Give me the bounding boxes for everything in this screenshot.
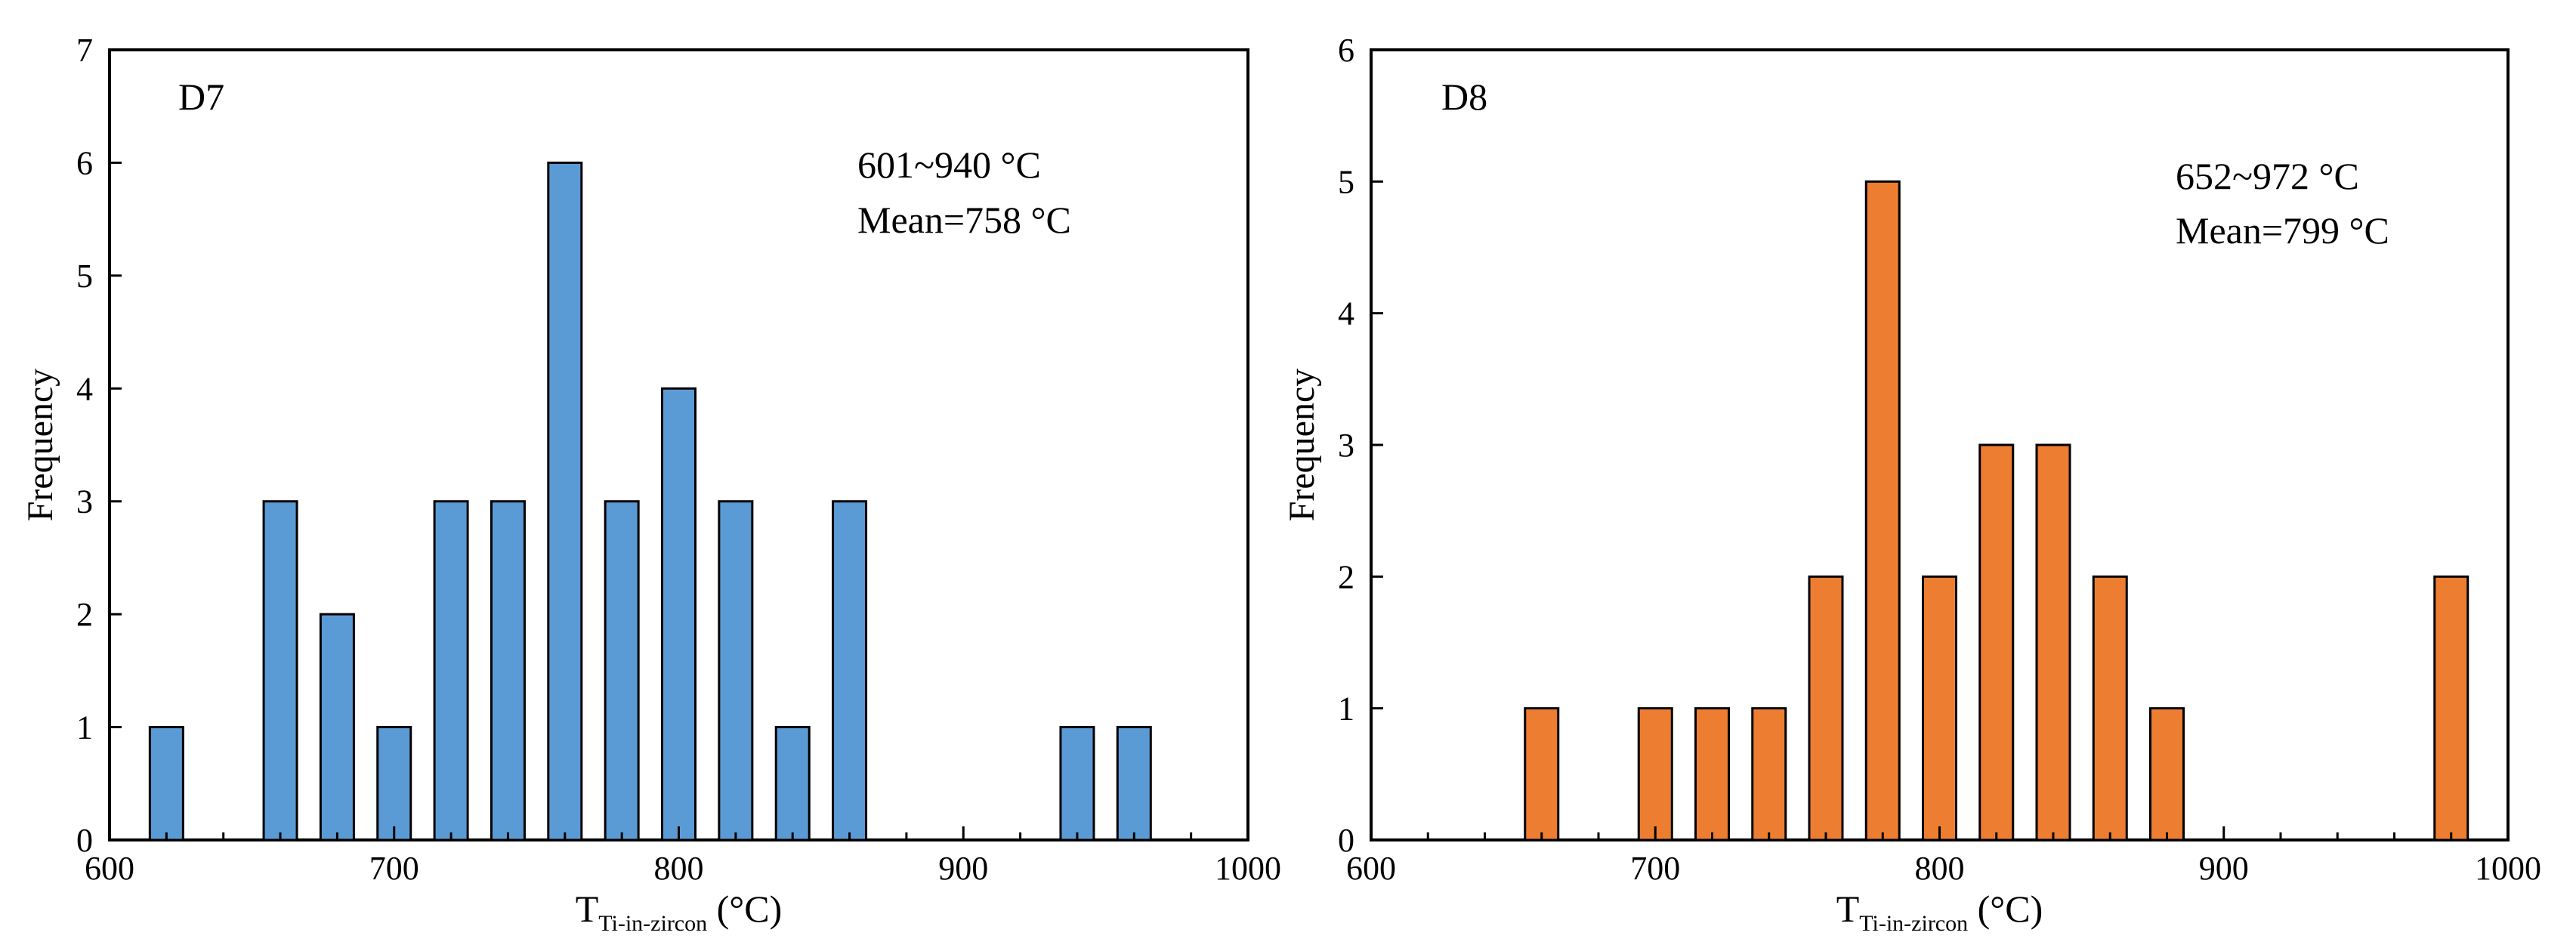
histogram-bar (604, 500, 640, 841)
x-tick-label: 900 (938, 850, 988, 887)
histogram-bar (1637, 707, 1673, 841)
y-tick-label: 4 (76, 370, 93, 407)
y-tick-label: 5 (76, 258, 93, 295)
y-tick-label: 7 (76, 32, 93, 69)
x-axis-label: TTi-in-zircon (°C) (576, 888, 783, 936)
y-tick-label: 4 (1338, 295, 1354, 332)
x-tick-label: 600 (1346, 850, 1396, 887)
y-axis-label: Frequency (20, 369, 60, 522)
histogram-bar (1751, 707, 1787, 841)
x-tick-label: 600 (85, 850, 134, 887)
histogram-bar (1059, 726, 1095, 841)
x-tick-label: 1000 (2475, 850, 2541, 887)
y-tick-label: 2 (76, 596, 93, 633)
y-tick-label: 3 (1338, 427, 1354, 464)
x-tick-label: 700 (1630, 850, 1680, 887)
histogram-bar (774, 726, 811, 841)
histogram-bar (2149, 707, 2185, 841)
annotation-mean: Mean=758 °C (857, 199, 1071, 241)
histogram-bar (2092, 575, 2128, 841)
x-tick-label: 800 (1915, 850, 1965, 887)
y-tick-label: 1 (76, 709, 93, 746)
annotation-range: 652~972 °C (2176, 155, 2359, 197)
x-tick-label: 700 (369, 850, 419, 887)
x-axis-label: TTi-in-zircon (°C) (1836, 888, 2043, 936)
x-axis-label-unit: (°C) (1968, 888, 2043, 930)
x-axis-label-subscript: Ti-in-zircon (1859, 911, 1968, 936)
histogram-bar (832, 500, 868, 841)
histogram-bar (490, 500, 526, 841)
x-axis-label-subscript: Ti-in-zircon (598, 911, 707, 936)
x-tick-label: 900 (2199, 850, 2249, 887)
histogram-bar (319, 613, 355, 841)
histogram-bar (1978, 443, 2015, 841)
histogram-bar (661, 387, 697, 841)
histogram-bar (1922, 575, 1957, 841)
panel-label: D7 (178, 76, 224, 118)
panel-label: D8 (1441, 76, 1487, 118)
x-axis-label-unit: (°C) (707, 888, 782, 930)
histogram-bar (1524, 707, 1560, 841)
y-tick-label: 2 (1338, 558, 1354, 595)
histogram-bar (547, 161, 583, 841)
panel-d8: 600 700 800 900 1000 0 1 2 3 4 5 6 Frequency TTi-in-z… (1282, 32, 2541, 936)
annotation-mean: Mean=799 °C (2176, 209, 2389, 252)
histogram-bar (1808, 575, 1844, 841)
y-tick-label: 5 (1338, 163, 1354, 200)
histogram-bar (718, 500, 754, 841)
y-tick-label: 1 (1338, 690, 1354, 727)
x-axis-label-main: T (1836, 888, 1860, 930)
histogram-bar (1864, 180, 1901, 841)
y-tick-label: 0 (76, 822, 93, 859)
panel-d7: 600 700 800 900 1000 0 1 2 3 4 5 6 7 Frequency TTi-in-… (20, 32, 1281, 936)
histogram-bar (262, 500, 298, 841)
y-tick-label: 0 (1338, 822, 1354, 859)
x-tick-label: 800 (654, 850, 704, 887)
histogram-bar (433, 500, 469, 841)
x-axis-label-main: T (576, 888, 599, 930)
histogram-bar (1694, 707, 1730, 841)
histogram-bar (2433, 575, 2469, 841)
x-tick-label: 1000 (1215, 850, 1281, 887)
y-axis-label: Frequency (1282, 369, 1322, 522)
annotation-range: 601~940 °C (857, 144, 1041, 186)
histogram-bar (2035, 443, 2071, 841)
y-tick-label: 6 (76, 144, 93, 181)
y-tick-label: 6 (1338, 32, 1354, 69)
histogram-bar (376, 726, 412, 841)
y-tick-label: 3 (76, 483, 93, 520)
histogram-bar (1116, 726, 1152, 841)
histogram-bar (148, 726, 184, 841)
